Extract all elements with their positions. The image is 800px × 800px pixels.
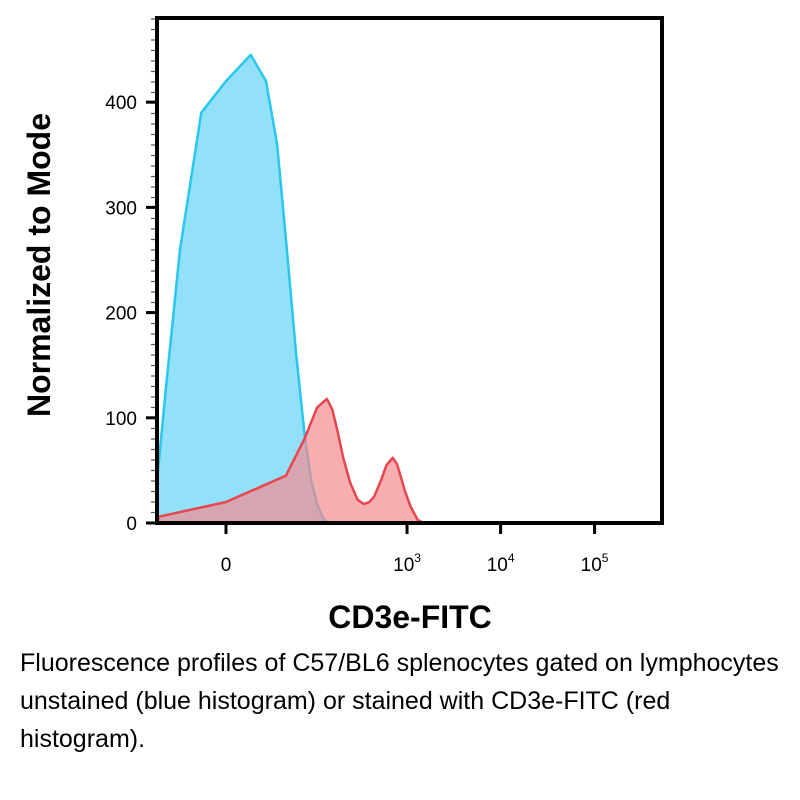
figure-caption: Fluorescence profiles of C57/BL6 splenoc…: [20, 649, 779, 753]
x-tick-label: 104: [487, 551, 515, 576]
x-tick-label: 103: [393, 551, 421, 576]
y-tick-label: 300: [105, 198, 137, 219]
y-axis-ticks: 0 100 200 300 400: [105, 93, 157, 535]
y-tick-label: 200: [105, 304, 137, 325]
x-axis-ticks: 0 103 104 105: [221, 523, 609, 576]
y-tick-label: 100: [105, 409, 137, 430]
histogram-series: [155, 53, 596, 525]
x-tick-label: 105: [581, 551, 609, 576]
y-axis-title: Normalized to Mode: [21, 113, 57, 417]
x-tick-label: 0: [221, 555, 232, 576]
x-axis-title: CD3e-FITC: [328, 599, 492, 635]
histogram-chart: 0 100 200 300 400 0 103 104 105 Normalized to M…: [21, 16, 664, 635]
y-tick-label: 400: [105, 93, 137, 114]
y-tick-label: 0: [126, 514, 137, 535]
series-2-area: [155, 397, 596, 525]
plot-frame: [155, 16, 664, 525]
